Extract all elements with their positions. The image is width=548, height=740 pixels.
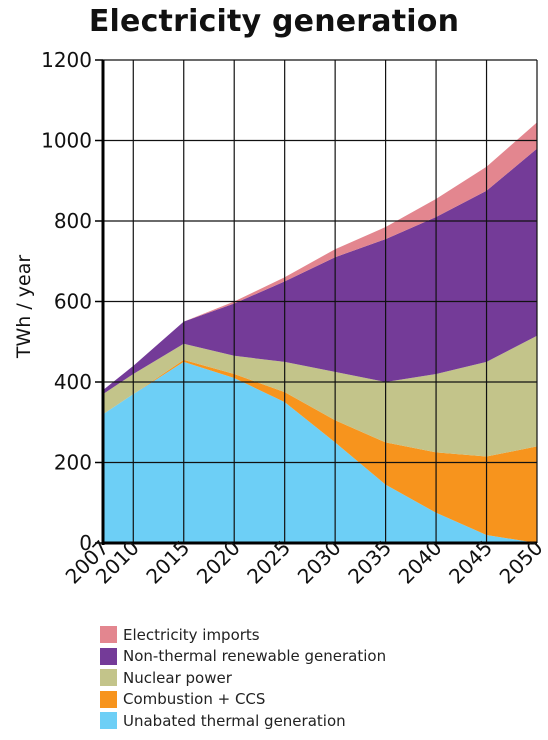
- y-tick-label: 800: [54, 209, 92, 233]
- legend-item: Combustion + CCS: [100, 689, 386, 711]
- legend-item: Electricity imports: [100, 624, 386, 646]
- chart-title: Electricity generation: [88, 4, 460, 39]
- grid-layer: [103, 59, 538, 543]
- area-non-thermal-renewable-generation: [103, 148, 537, 395]
- legend-label: Non-thermal renewable generation: [123, 647, 387, 666]
- y-tick-label: 400: [54, 370, 92, 394]
- area-unabated-thermal-generation: [103, 361, 537, 543]
- y-tick-label: 1200: [41, 48, 92, 72]
- legend-label: Combustion + CCS: [123, 690, 266, 709]
- chart-legend: Electricity imports Non-thermal renewabl…: [100, 624, 386, 732]
- legend-item: Unabated thermal generation: [100, 710, 386, 732]
- y-tick-label: 600: [54, 290, 92, 314]
- legend-swatch: [100, 690, 117, 708]
- legend-swatch: [100, 669, 117, 687]
- legend-item: Nuclear power: [100, 667, 386, 689]
- y-axis-label: TWh / year: [13, 255, 35, 359]
- legend-item: Non-thermal renewable generation: [100, 646, 386, 668]
- legend-label: Unabated thermal generation: [123, 711, 346, 730]
- y-tick-label: 1000: [41, 129, 92, 153]
- area-combustion-ccs: [103, 359, 537, 543]
- area-nuclear-power: [103, 335, 537, 457]
- axis-layer: [95, 59, 537, 545]
- legend-label: Electricity imports: [123, 625, 260, 644]
- legend-swatch: [100, 712, 117, 730]
- chart-plot: 0200400600800100012002007201020152020202…: [13, 48, 548, 589]
- y-tick-label: 200: [54, 451, 92, 475]
- area-layer: [103, 122, 537, 543]
- y-tick-label: 0: [79, 531, 92, 555]
- legend-swatch: [100, 647, 117, 665]
- legend-swatch: [100, 626, 117, 644]
- legend-label: Nuclear power: [123, 668, 232, 687]
